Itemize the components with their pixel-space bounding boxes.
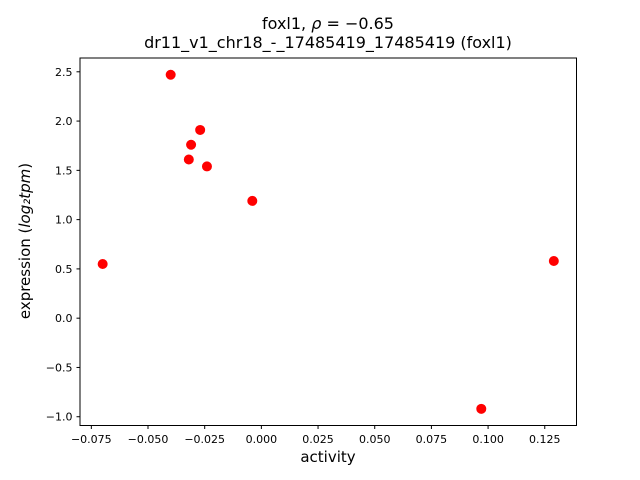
- data-point: [195, 124, 206, 135]
- chart-title-gene: foxl1,: [262, 14, 311, 33]
- y-tick-label: 2.0: [55, 115, 73, 128]
- x-tick-label: 0.000: [246, 433, 278, 446]
- data-point: [201, 161, 212, 172]
- x-tick-label: −0.025: [184, 433, 225, 446]
- data-point: [186, 139, 197, 150]
- y-tick-label: 2.5: [55, 66, 73, 79]
- y-tick-label: 0.5: [55, 263, 73, 276]
- y-axis-label-prefix: expression (: [16, 228, 34, 320]
- y-axis-ticks: −1.0 −0.5 0.0 0.5 1.0 1.5 2.0 2.5: [46, 66, 80, 424]
- chart-title: foxl1, ρ = −0.65: [262, 14, 394, 33]
- x-tick-label: −0.050: [128, 433, 169, 446]
- data-point: [247, 195, 258, 206]
- y-tick-label: 1.0: [55, 214, 73, 227]
- data-point: [183, 154, 194, 165]
- y-axis-label: expression (log₂tpm): [16, 163, 34, 319]
- y-tick-label: −1.0: [46, 411, 73, 424]
- x-tick-label: −0.075: [71, 433, 112, 446]
- x-tick-label: 0.125: [529, 433, 561, 446]
- data-point: [548, 256, 559, 267]
- y-tick-label: 1.5: [55, 164, 73, 177]
- data-point: [165, 69, 176, 80]
- x-tick-label: 0.050: [359, 433, 391, 446]
- y-axis-label-suffix: ): [16, 163, 34, 169]
- plot-area: [79, 57, 577, 426]
- data-point: [476, 403, 487, 414]
- chart-subtitle: dr11_v1_chr18_-_17485419_17485419 (foxl1…: [144, 33, 512, 53]
- x-tick-label: 0.025: [302, 433, 334, 446]
- rho-symbol: ρ: [311, 14, 321, 33]
- x-tick-label: 0.075: [416, 433, 448, 446]
- data-points: [97, 69, 559, 414]
- x-axis-label: activity: [300, 448, 355, 466]
- chart-title-rho-value: = −0.65: [321, 14, 394, 33]
- y-tick-label: 0.0: [55, 312, 73, 325]
- x-axis-ticks: −0.075 −0.050 −0.025 0.000 0.025 0.050 0.075 0.…: [71, 425, 561, 446]
- y-tick-label: −0.5: [46, 361, 73, 374]
- y-axis-label-math: log₂tpm: [16, 169, 34, 228]
- x-tick-label: 0.100: [472, 433, 504, 446]
- data-point: [97, 258, 108, 269]
